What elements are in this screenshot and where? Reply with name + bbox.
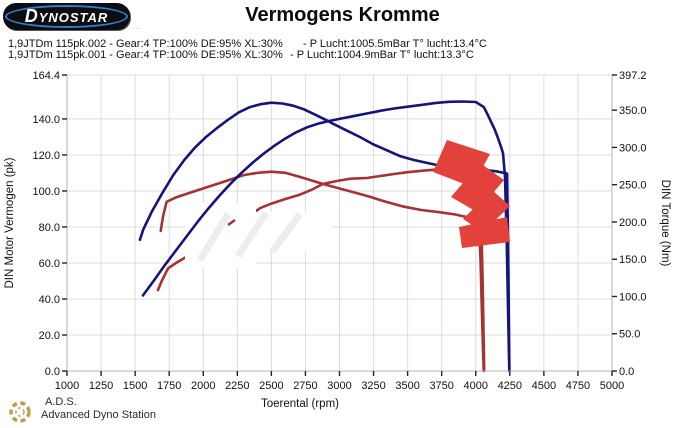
red-fan-stamp bbox=[433, 140, 510, 248]
svg-text:2500: 2500 bbox=[259, 380, 283, 392]
svg-text:4750: 4750 bbox=[566, 380, 590, 392]
svg-text:0.0: 0.0 bbox=[619, 366, 634, 378]
power-torque-chart: 0.0 20.0 40.0 60.0 80.0 100.0 120.0 140.0 164.4 0… bbox=[4, 70, 671, 410]
svg-text:0.0: 0.0 bbox=[45, 366, 60, 378]
legend-run-001-label: 1,9JTDm 115pk.001 - Gear:4 TP:100% DE:95… bbox=[8, 49, 283, 61]
dynostar-logo: DYNOSTAR bbox=[3, 3, 130, 30]
svg-text:3250: 3250 bbox=[361, 380, 385, 392]
ads-abbreviation: A.D.S. bbox=[45, 396, 77, 408]
svg-text:350.0: 350.0 bbox=[619, 105, 647, 117]
red-run-curves bbox=[156, 167, 486, 373]
svg-text:150.0: 150.0 bbox=[619, 254, 647, 266]
svg-text:4250: 4250 bbox=[498, 380, 522, 392]
curve-run-001-vermogen--pk- bbox=[156, 167, 486, 373]
curve-run-002-vermogen--pk- bbox=[141, 100, 511, 373]
svg-text:250.0: 250.0 bbox=[619, 180, 647, 192]
y-left-axis-title: DIN Motor Vermogen (pk) bbox=[4, 157, 16, 288]
svg-text:1500: 1500 bbox=[123, 380, 147, 392]
svg-text:40.0: 40.0 bbox=[39, 294, 60, 306]
svg-text:3500: 3500 bbox=[395, 380, 419, 392]
chart-axes: 0.0 20.0 40.0 60.0 80.0 100.0 120.0 140.0 164.4 0… bbox=[32, 70, 646, 392]
legend-run-001-ambient: - P Lucht:1004.9mBar T° lucht:13.3°C bbox=[290, 49, 474, 61]
svg-text:120.0: 120.0 bbox=[32, 150, 60, 162]
svg-text:3000: 3000 bbox=[327, 380, 351, 392]
svg-text:1000: 1000 bbox=[55, 380, 79, 392]
red-curve-fragment bbox=[227, 218, 236, 227]
svg-text:4500: 4500 bbox=[532, 380, 556, 392]
dynostar-logo-ring: DYNOSTAR bbox=[5, 5, 128, 28]
ads-full-name: Advanced Dyno Station bbox=[41, 409, 156, 421]
svg-text:2250: 2250 bbox=[225, 380, 249, 392]
svg-text:4000: 4000 bbox=[464, 380, 488, 392]
legend-run-002-ambient: - P Lucht:1005.5mBar T° lucht:13.4°C bbox=[303, 38, 487, 50]
svg-text:2000: 2000 bbox=[191, 380, 215, 392]
svg-text:100.0: 100.0 bbox=[32, 186, 60, 198]
x-axis-title: Toerental (rpm) bbox=[261, 398, 339, 410]
svg-text:20.0: 20.0 bbox=[39, 330, 60, 342]
y-right-axis-title: DIN Torque (Nm) bbox=[659, 180, 671, 267]
svg-text:50.0: 50.0 bbox=[619, 329, 640, 341]
svg-text:397.2: 397.2 bbox=[619, 70, 647, 82]
logo-small-print: ... bbox=[133, 24, 142, 31]
curve-run-001-torque--Nm- bbox=[159, 170, 486, 373]
white-watermark bbox=[185, 203, 332, 268]
ads-logo-icon bbox=[9, 401, 31, 423]
svg-text:2750: 2750 bbox=[293, 380, 317, 392]
svg-text:300.0: 300.0 bbox=[619, 142, 647, 154]
svg-text:164.4: 164.4 bbox=[32, 70, 60, 82]
svg-text:60.0: 60.0 bbox=[39, 258, 60, 270]
svg-text:3750: 3750 bbox=[429, 380, 453, 392]
svg-text:140.0: 140.0 bbox=[32, 114, 60, 126]
svg-text:80.0: 80.0 bbox=[39, 222, 60, 234]
svg-text:5000: 5000 bbox=[600, 380, 624, 392]
svg-text:1250: 1250 bbox=[89, 380, 113, 392]
svg-text:200.0: 200.0 bbox=[619, 217, 647, 229]
chart-gridlines bbox=[67, 74, 612, 371]
legend-run-002-label: 1,9JTDm 115pk.002 - Gear:4 TP:100% DE:95… bbox=[8, 38, 283, 50]
svg-text:1750: 1750 bbox=[157, 380, 181, 392]
page-title: Vermogens Kromme bbox=[245, 4, 440, 26]
svg-text:100.0: 100.0 bbox=[619, 291, 647, 303]
dynostar-logo-text: DYNOSTAR bbox=[24, 6, 109, 26]
